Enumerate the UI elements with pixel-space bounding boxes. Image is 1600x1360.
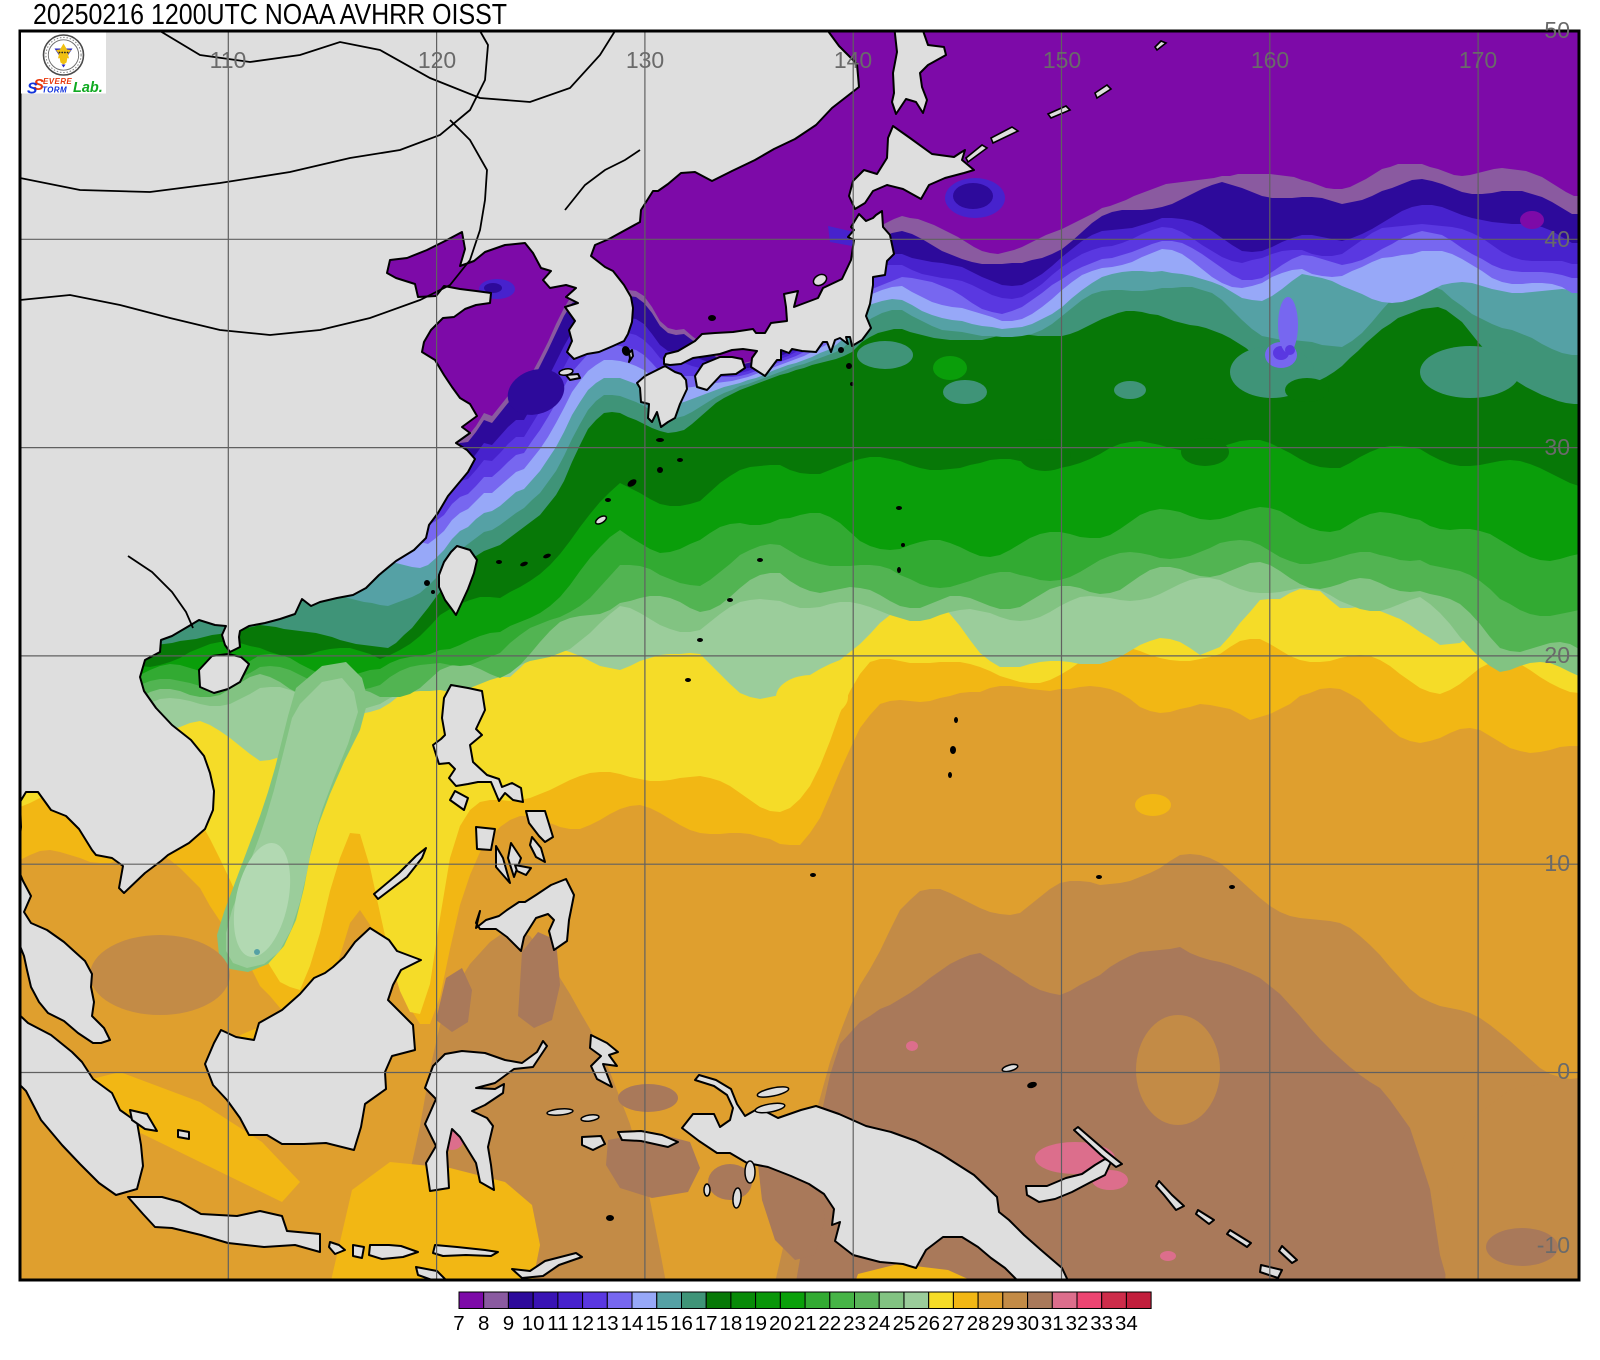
svg-text:TORM: TORM — [42, 86, 67, 95]
svg-text:32: 32 — [1066, 1312, 1089, 1335]
svg-text:23: 23 — [843, 1312, 866, 1335]
svg-text:25: 25 — [893, 1312, 916, 1335]
svg-text:16: 16 — [670, 1312, 693, 1335]
svg-text:12: 12 — [571, 1312, 594, 1335]
svg-text:11: 11 — [547, 1312, 568, 1335]
svg-text:13: 13 — [596, 1312, 619, 1335]
svg-text:7: 7 — [453, 1312, 464, 1335]
svg-text:8: 8 — [478, 1312, 489, 1335]
svg-text:10: 10 — [522, 1312, 545, 1335]
svg-text:20250216 1200UTC NOAA AVHRR OI: 20250216 1200UTC NOAA AVHRR OISST — [33, 0, 507, 31]
svg-text:26: 26 — [917, 1312, 940, 1335]
svg-text:28: 28 — [967, 1312, 990, 1335]
svg-text:34: 34 — [1115, 1312, 1138, 1335]
svg-text:17: 17 — [695, 1312, 718, 1335]
svg-text:160: 160 — [1251, 47, 1289, 73]
svg-text:20: 20 — [1544, 642, 1570, 668]
svg-text:50: 50 — [1544, 17, 1570, 43]
svg-text:110: 110 — [210, 47, 247, 73]
svg-text:27: 27 — [942, 1312, 965, 1335]
svg-text:130: 130 — [626, 47, 664, 73]
svg-text:0: 0 — [1557, 1058, 1570, 1084]
svg-text:EVERE: EVERE — [43, 77, 72, 86]
svg-text:140: 140 — [834, 47, 872, 73]
svg-text:S: S — [34, 77, 45, 94]
svg-text:14: 14 — [621, 1312, 644, 1335]
svg-text:40: 40 — [1544, 226, 1570, 252]
svg-text:29: 29 — [991, 1312, 1014, 1335]
svg-text:-10: -10 — [1537, 1232, 1570, 1258]
svg-text:22: 22 — [818, 1312, 841, 1335]
svg-text:30: 30 — [1544, 434, 1570, 460]
svg-text:120: 120 — [418, 47, 456, 73]
svg-text:19: 19 — [744, 1312, 767, 1335]
svg-text:150: 150 — [1043, 47, 1081, 73]
svg-text:33: 33 — [1090, 1312, 1113, 1335]
svg-text:18: 18 — [719, 1312, 742, 1335]
svg-text:31: 31 — [1041, 1312, 1064, 1335]
svg-text:24: 24 — [868, 1312, 891, 1335]
svg-text:20: 20 — [769, 1312, 792, 1335]
svg-text:S: S — [27, 81, 38, 98]
svg-text:21: 21 — [794, 1312, 817, 1335]
svg-text:Lab.: Lab. — [73, 80, 103, 96]
svg-text:9: 9 — [503, 1312, 514, 1335]
svg-text:15: 15 — [645, 1312, 668, 1335]
svg-text:170: 170 — [1459, 47, 1497, 73]
svg-text:10: 10 — [1544, 850, 1570, 876]
svg-text:30: 30 — [1016, 1312, 1039, 1335]
